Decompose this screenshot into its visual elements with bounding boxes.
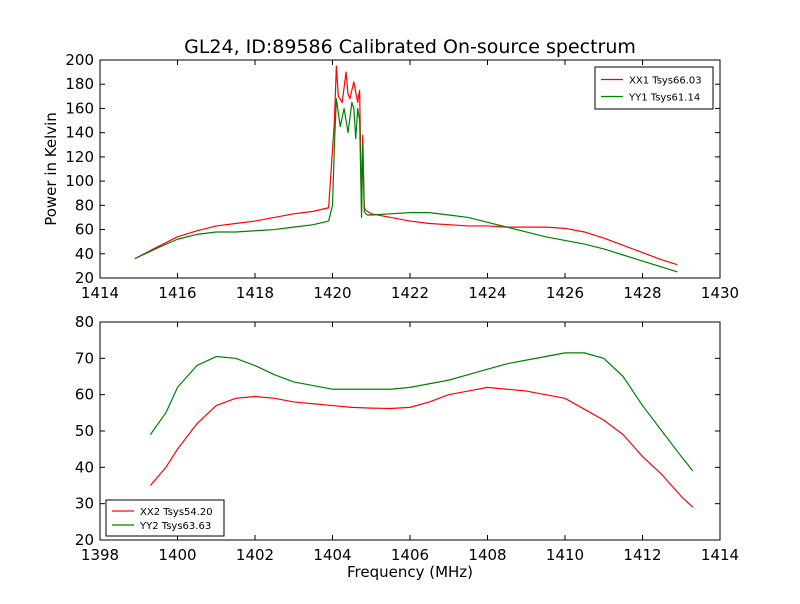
x-tick-label: 1416	[158, 284, 196, 302]
y-tick-label: 200	[65, 51, 94, 69]
legend-label: XX1 Tsys66.03	[629, 76, 702, 87]
x-tick-label: 1402	[236, 546, 274, 564]
y-tick-label: 60	[75, 386, 94, 404]
x-tick-label: 1418	[236, 284, 274, 302]
chart-2: 1398 1400 1402 1404 1406 1408 1410 1412 1414 20 30…	[75, 313, 739, 581]
x-tick-label: 1406	[391, 546, 429, 564]
y-tick-label: 160	[65, 99, 94, 117]
legend: XX1 Tsys66.03 YY1 Tsys61.14	[594, 66, 714, 110]
legend-box	[105, 499, 225, 537]
x-tick-label: 1398	[81, 546, 119, 564]
series-line-2	[149, 352, 694, 472]
y-tick-label: 30	[75, 495, 94, 513]
y-tick-label: 140	[65, 124, 94, 142]
x-tick-label: 1414	[701, 546, 739, 564]
x-tick-label: 1404	[313, 546, 351, 564]
y-tick-label: 40	[75, 458, 94, 476]
x-tick-label: 1424	[468, 284, 506, 302]
legend-label: XX2 Tsys54.20	[140, 507, 213, 518]
y-axis-label: Power in Kelvin	[42, 112, 60, 226]
series-line-1	[149, 386, 694, 508]
x-tick-label: 1414	[81, 284, 119, 302]
x-tick-label: 1430	[701, 284, 739, 302]
x-axis-label: Frequency (MHz)	[347, 563, 473, 581]
x-tick-label: 1408	[468, 546, 506, 564]
y-tick-label: 80	[75, 196, 94, 214]
y-tick-label: 60	[75, 221, 94, 239]
legend-label: YY2 Tsys63.63	[139, 521, 211, 532]
y-tick-label: 120	[65, 148, 94, 166]
y-tick-label: 50	[75, 422, 94, 440]
x-tick-label: 1412	[623, 546, 661, 564]
x-tick-label: 1420	[313, 284, 351, 302]
series-line-2	[134, 98, 678, 273]
y-tick-label: 20	[75, 269, 94, 287]
x-tick-label: 1422	[391, 284, 429, 302]
x-tick-label: 1426	[546, 284, 584, 302]
y-tick-label: 20	[75, 531, 94, 549]
chart-title: GL24, ID:89586 Calibrated On-source spec…	[184, 36, 636, 58]
legend-box	[594, 66, 714, 110]
y-tick-label: 80	[75, 313, 94, 331]
y-tick-label: 40	[75, 245, 94, 263]
chart-1: 1414 1416 1418 1420 1422 1424 1426 1428 1430 20 40…	[42, 51, 739, 302]
x-tick-label: 1410	[546, 546, 584, 564]
y-tick-label: 70	[75, 349, 94, 367]
legend: XX2 Tsys54.20 YY2 Tsys63.63	[105, 499, 225, 537]
x-tick-label: 1428	[623, 284, 661, 302]
x-tick-label: 1400	[158, 546, 196, 564]
y-tick-label: 180	[65, 75, 94, 93]
legend-label: YY1 Tsys61.14	[628, 93, 700, 104]
y-tick-label: 100	[65, 172, 94, 190]
